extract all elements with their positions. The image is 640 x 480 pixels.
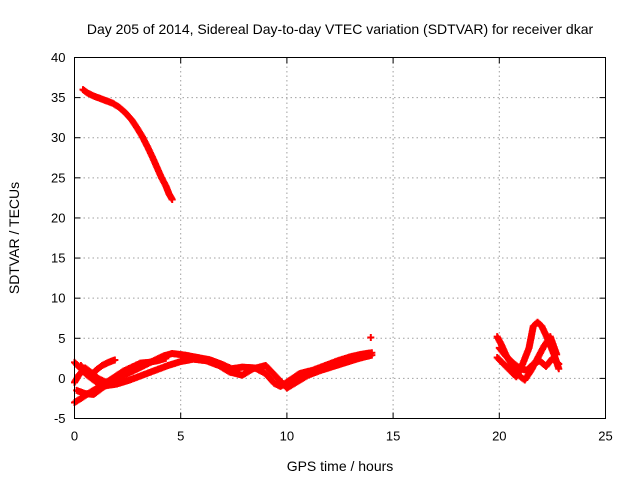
y-tick-label: 5: [58, 331, 65, 346]
x-tick-label: 15: [386, 429, 400, 444]
chart-title: Day 205 of 2014, Sidereal Day-to-day VTE…: [87, 21, 594, 37]
y-tick-label: 20: [51, 210, 65, 225]
x-axis-label: GPS time / hours: [287, 458, 394, 474]
y-tick-label: 0: [58, 371, 65, 386]
x-tick-label: 0: [71, 429, 78, 444]
y-tick-label: 40: [51, 50, 65, 65]
x-tick-label: 10: [280, 429, 294, 444]
data-point: [555, 360, 563, 368]
y-tick-label: 30: [51, 130, 65, 145]
x-tick-label: 25: [598, 429, 612, 444]
x-tick-label: 5: [177, 429, 184, 444]
data-point: [141, 360, 149, 368]
y-tick-label: 10: [51, 291, 65, 306]
y-axis-label: SDTVAR / TECUs: [6, 182, 22, 294]
y-tick-label: 15: [51, 251, 65, 266]
data-points-layer: [71, 86, 563, 406]
axes-layer: 0 5 10 15 20 25 -5 0 5 10 15 20 25 30 35 40: [51, 50, 613, 444]
data-point: [367, 333, 375, 341]
data-point: [162, 354, 170, 362]
grid-layer: [74, 57, 606, 419]
data-point: [368, 351, 376, 359]
x-tick-label: 20: [492, 429, 506, 444]
y-tick-label: -5: [54, 411, 66, 426]
plot-frame: [74, 57, 606, 419]
y-tick-label: 35: [51, 90, 65, 105]
data-point: [168, 195, 176, 203]
y-tick-label: 25: [51, 170, 65, 185]
data-point: [111, 356, 119, 364]
